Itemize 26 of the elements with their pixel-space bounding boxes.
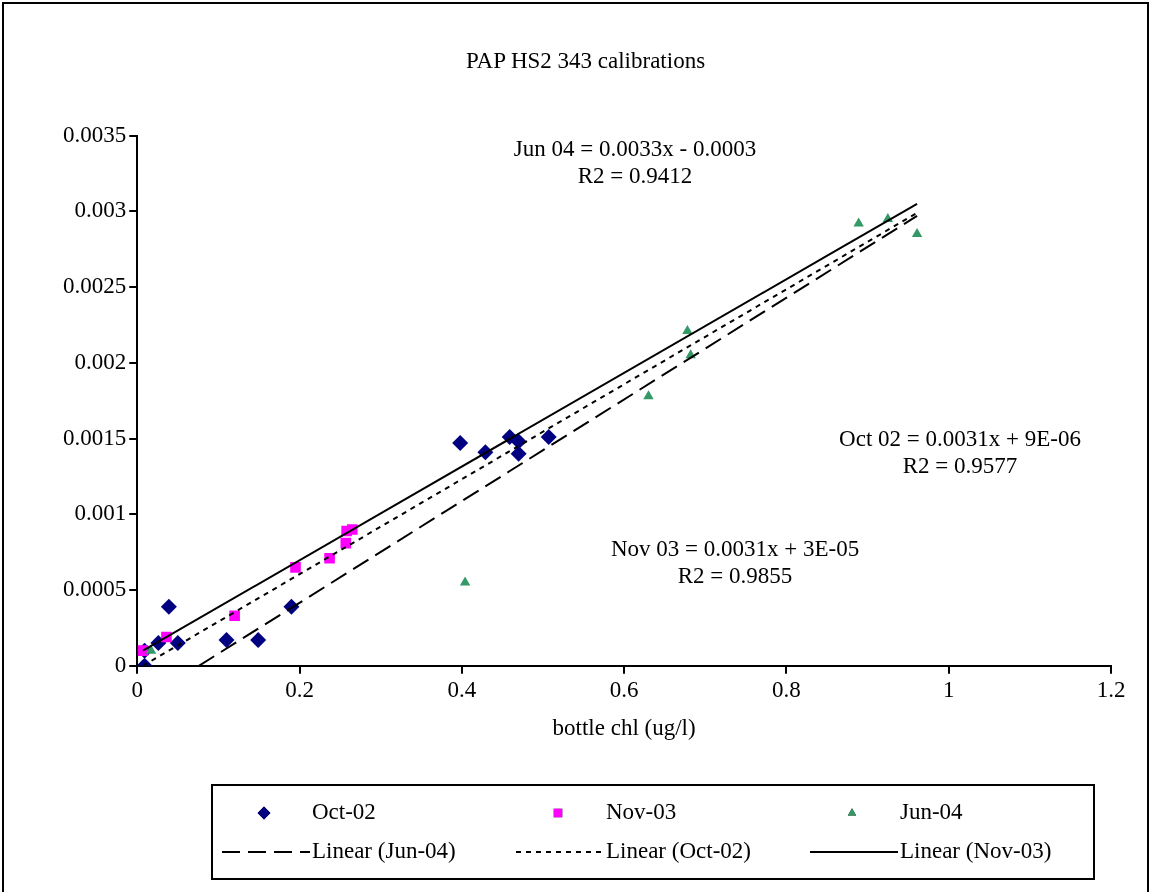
x-axis-title: bottle chl (ug/l)	[552, 715, 696, 741]
y-tick-label: 0.001	[74, 500, 127, 526]
annotation: Jun 04 = 0.0033x - 0.0003 R2 = 0.9412	[513, 136, 757, 189]
y-tick-label: 0.0015	[63, 424, 127, 450]
y-tick-label: 0.0035	[63, 121, 127, 147]
x-tick-label: 0.4	[447, 676, 477, 702]
annotation: Nov 03 = 0.0031x + 3E-05 R2 = 0.9855	[610, 536, 860, 589]
x-tick-label: 0.2	[285, 676, 314, 702]
y-tick-label: 0.0025	[63, 273, 127, 299]
legend-label: Nov-03	[606, 799, 677, 825]
x-tick-label: 0.6	[609, 676, 639, 702]
x-tick-label: 1	[942, 676, 955, 702]
x-tick-label: 0.8	[772, 676, 801, 702]
y-tick-label: 0.0005	[63, 576, 127, 602]
legend-label: Linear (Jun-04)	[312, 838, 456, 864]
x-tick-label: 0	[131, 676, 143, 702]
legend-label: Linear (Oct-02)	[606, 838, 751, 864]
annotation: Oct 02 = 0.0031x + 9E-06 R2 = 0.9577	[839, 426, 1081, 479]
y-tick-label: 0	[114, 651, 127, 677]
x-tick-label: 1.2	[1096, 676, 1126, 702]
legend-label: Oct-02	[312, 799, 376, 825]
chart-title: PAP HS2 343 calibrations	[465, 47, 706, 73]
y-tick-label: 0.003	[74, 197, 127, 223]
y-tick-label: 0.002	[74, 348, 127, 374]
legend-label: Jun-04	[900, 799, 964, 825]
legend-label: Linear (Nov-03)	[900, 838, 1052, 864]
